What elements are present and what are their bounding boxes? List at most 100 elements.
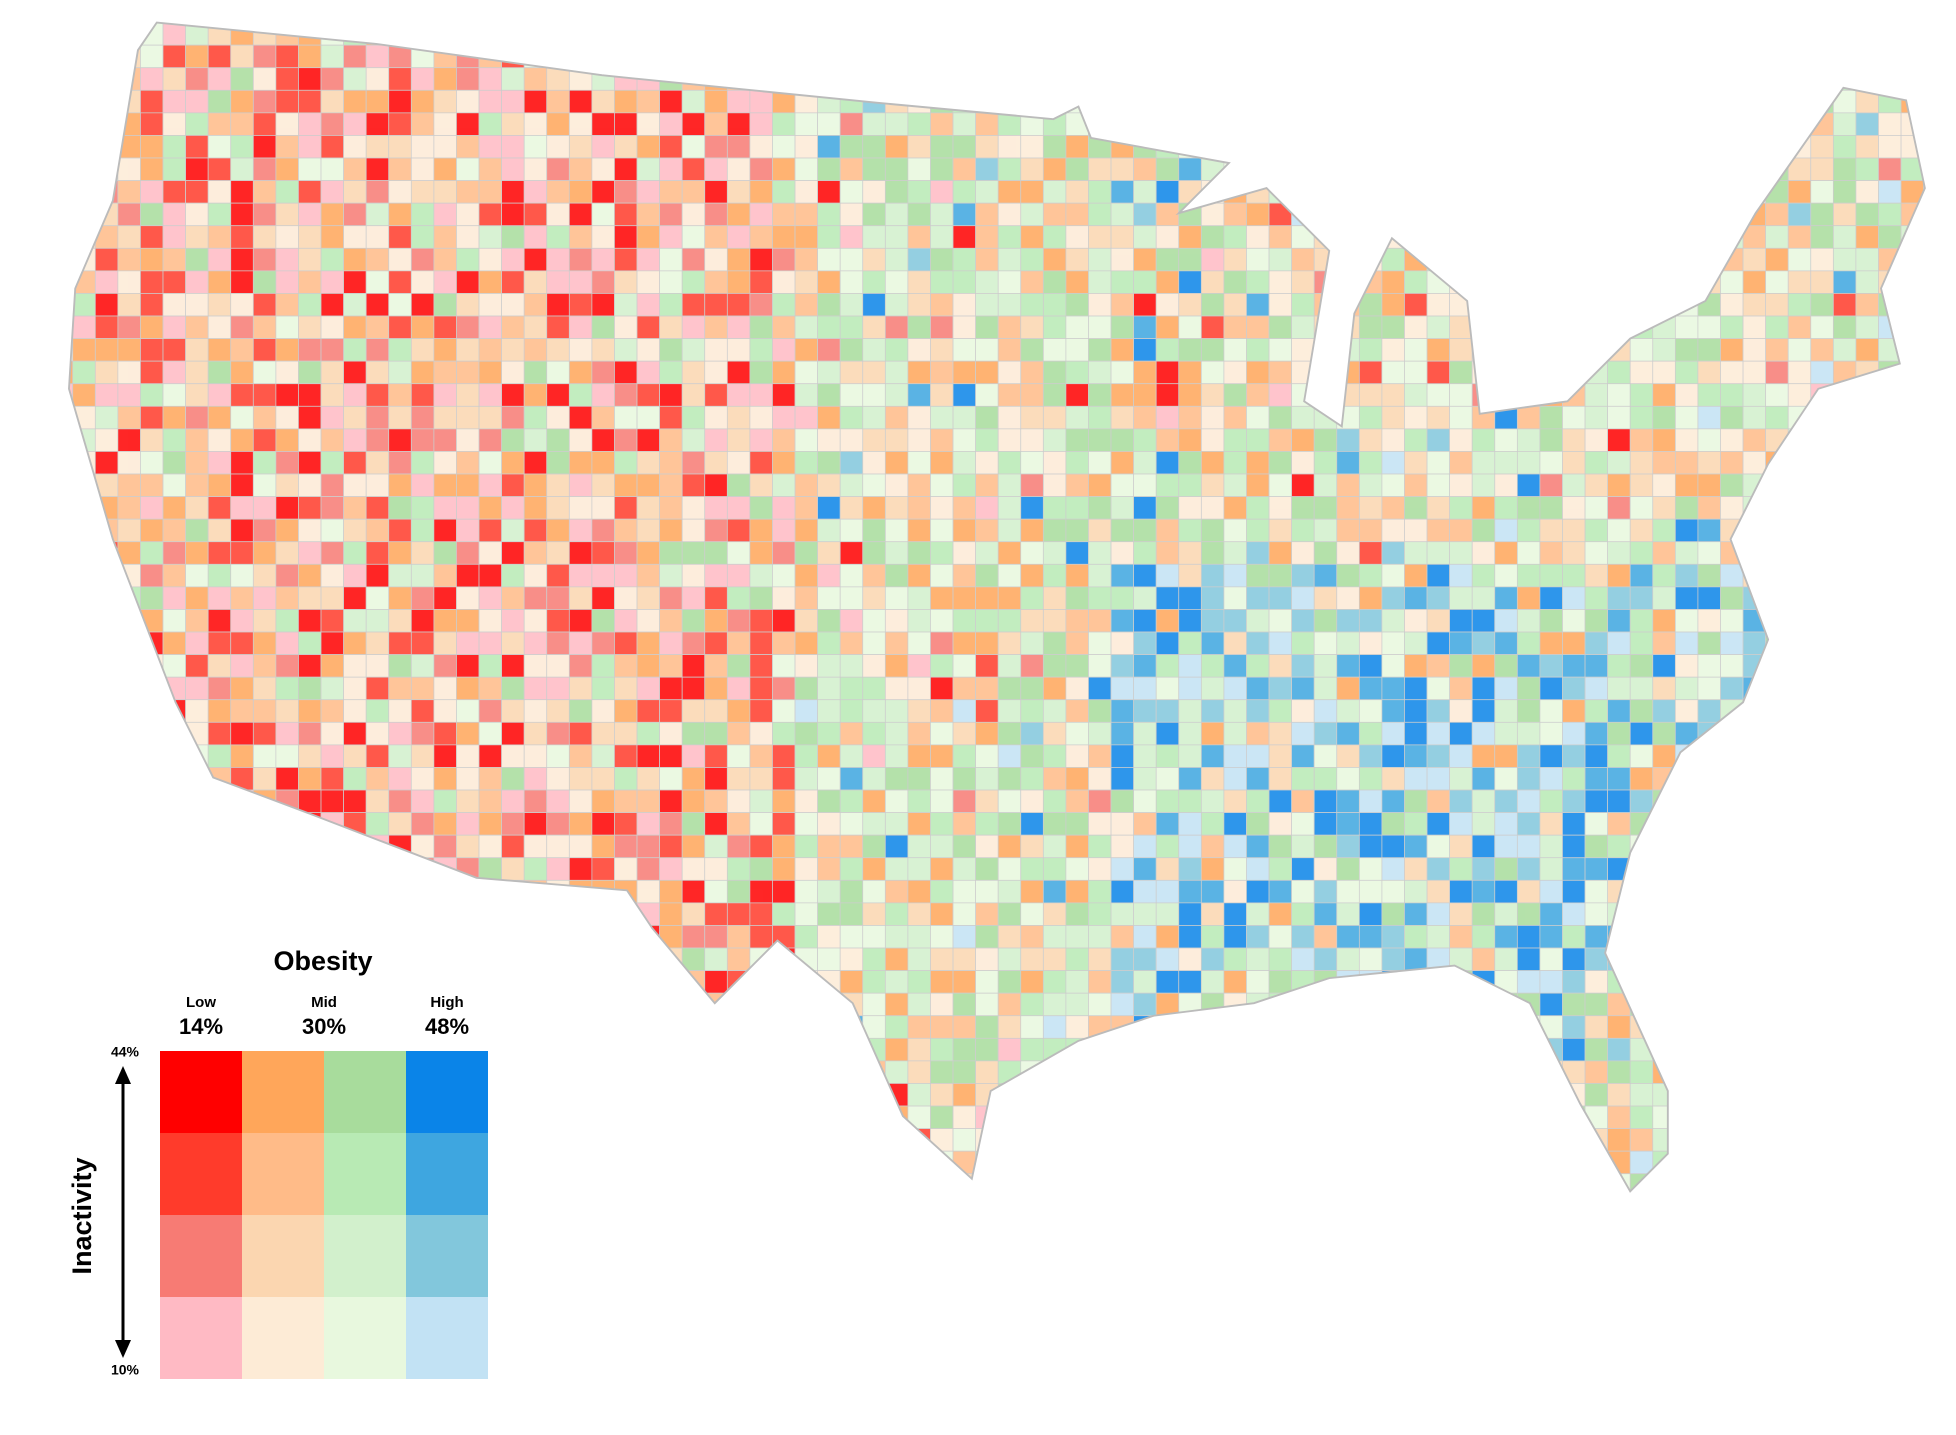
county <box>275 89 299 114</box>
county <box>1923 970 1925 994</box>
county <box>1584 67 1609 91</box>
county <box>1313 609 1338 633</box>
county <box>1516 879 1541 904</box>
county <box>1607 44 1631 69</box>
county <box>1381 631 1405 655</box>
county <box>207 970 232 994</box>
county <box>885 1196 908 1219</box>
county <box>818 1196 841 1219</box>
county <box>1155 247 1180 272</box>
county <box>997 789 1022 813</box>
county <box>568 270 593 294</box>
county <box>1742 541 1767 565</box>
county <box>1246 586 1270 610</box>
county <box>117 496 141 520</box>
county <box>1111 1196 1134 1219</box>
county <box>772 22 796 23</box>
county <box>1787 22 1812 46</box>
county <box>839 428 864 452</box>
county <box>320 812 344 836</box>
county <box>1291 654 1315 678</box>
county <box>1449 721 1473 746</box>
county <box>975 631 999 655</box>
county <box>952 541 976 565</box>
county <box>365 67 390 91</box>
county <box>1291 1128 1315 1152</box>
county <box>1629 1150 1654 1175</box>
county <box>772 721 796 746</box>
county <box>1358 496 1383 520</box>
county <box>1697 631 1721 655</box>
county <box>1742 812 1767 836</box>
county <box>1178 1037 1202 1062</box>
county <box>930 1037 954 1062</box>
county <box>1516 721 1541 746</box>
county <box>1065 654 1089 678</box>
county <box>749 925 773 949</box>
county <box>930 631 954 655</box>
county <box>185 902 209 926</box>
county <box>343 315 367 339</box>
county <box>930 699 954 723</box>
county <box>207 293 232 317</box>
county <box>365 586 390 610</box>
county <box>1674 451 1699 475</box>
county <box>1787 1015 1812 1039</box>
county <box>794 247 818 272</box>
county <box>1810 812 1834 836</box>
county <box>1404 676 1428 701</box>
county <box>636 451 660 475</box>
county <box>1110 857 1134 881</box>
county <box>546 947 570 971</box>
county <box>388 879 412 904</box>
county <box>907 992 931 1017</box>
county <box>659 1150 683 1175</box>
county <box>523 541 548 565</box>
county <box>1336 631 1360 655</box>
county <box>1200 676 1225 701</box>
county <box>1020 925 1044 949</box>
county <box>546 925 570 949</box>
county <box>1020 879 1044 904</box>
county <box>659 22 683 23</box>
county <box>68 157 74 181</box>
county <box>388 473 412 497</box>
county <box>1832 1128 1857 1152</box>
county <box>275 925 299 949</box>
county <box>388 496 412 520</box>
county <box>1539 699 1563 723</box>
county <box>1516 1105 1541 1129</box>
county <box>1810 1173 1834 1192</box>
county <box>275 44 299 69</box>
county <box>1178 247 1202 272</box>
county <box>726 22 751 23</box>
county <box>1155 44 1180 69</box>
county <box>1810 67 1834 91</box>
county <box>1200 247 1225 272</box>
county <box>952 157 976 181</box>
county <box>681 789 706 813</box>
county <box>1516 1083 1541 1107</box>
county <box>1539 970 1563 994</box>
county <box>1291 202 1315 227</box>
county <box>704 338 728 362</box>
county <box>794 1173 818 1192</box>
legend-cell <box>160 1215 242 1297</box>
county <box>1268 744 1292 768</box>
county <box>794 293 818 317</box>
county <box>252 451 277 475</box>
county <box>1178 970 1202 994</box>
county <box>1246 44 1270 69</box>
county <box>1629 609 1654 633</box>
county <box>365 157 390 181</box>
county <box>1426 789 1451 813</box>
county <box>1471 428 1496 452</box>
county <box>997 744 1022 768</box>
county <box>1923 135 1925 159</box>
county <box>388 360 412 385</box>
county <box>1652 22 1676 46</box>
county <box>1810 315 1834 339</box>
county <box>1200 654 1225 678</box>
county <box>1855 1173 1879 1192</box>
county <box>884 1150 909 1175</box>
